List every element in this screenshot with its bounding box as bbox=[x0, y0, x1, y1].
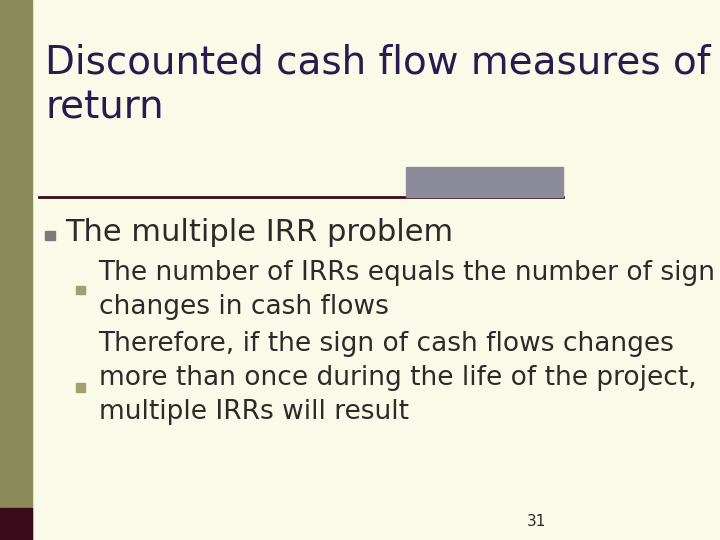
Text: The multiple IRR problem: The multiple IRR problem bbox=[65, 218, 453, 247]
Bar bbox=[76, 286, 84, 294]
Bar bbox=[405, 167, 563, 197]
Text: Therefore, if the sign of cash flows changes
more than once during the life of t: Therefore, if the sign of cash flows cha… bbox=[99, 331, 696, 425]
Text: Discounted cash flow measures of
return: Discounted cash flow measures of return bbox=[45, 43, 711, 127]
Bar bbox=[45, 231, 55, 240]
Text: 31: 31 bbox=[527, 514, 546, 529]
Text: The number of IRRs equals the number of sign
changes in cash flows: The number of IRRs equals the number of … bbox=[99, 260, 716, 320]
Bar bbox=[76, 383, 84, 392]
